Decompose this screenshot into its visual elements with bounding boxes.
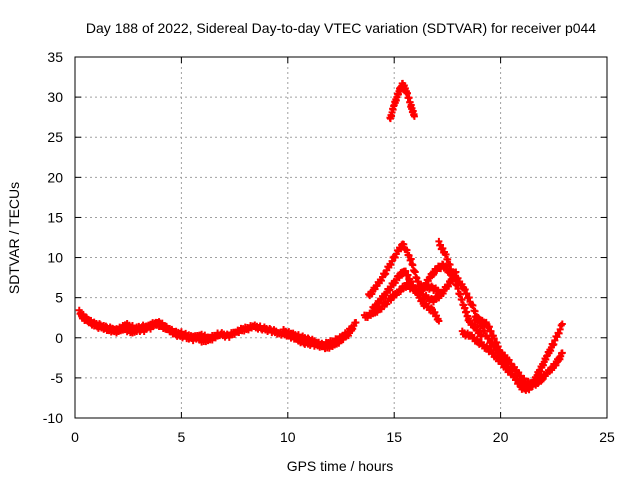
x-tick-label: 25: [599, 429, 615, 445]
x-tick-label: 5: [178, 429, 186, 445]
data-layer: [75, 79, 566, 394]
x-axis-label: GPS time / hours: [287, 458, 394, 474]
data-point: [557, 321, 565, 329]
chart-title: Day 188 of 2022, Sidereal Day-to-day VTE…: [86, 20, 596, 36]
data-point: [214, 332, 222, 340]
data-point: [558, 349, 566, 357]
data-point: [382, 270, 390, 278]
data-point: [377, 277, 385, 285]
plot-frame: [74, 56, 608, 419]
data-point: [558, 320, 566, 328]
data-point: [473, 335, 481, 343]
data-point: [555, 329, 563, 337]
y-tick-label: 5: [55, 290, 63, 306]
data-point: [403, 246, 411, 254]
y-tick-label: 20: [47, 169, 63, 185]
x-tick-label: 15: [386, 429, 402, 445]
data-point: [553, 333, 561, 341]
x-tick-label: 0: [71, 429, 79, 445]
data-point: [551, 336, 559, 344]
data-point: [405, 251, 413, 259]
series-arc-late-day-1: [280, 326, 356, 353]
y-axis-label: SDTVAR / TECUs: [6, 182, 22, 294]
data-point: [477, 332, 485, 340]
data-point: [400, 240, 408, 248]
data-point: [435, 317, 443, 325]
data-point: [505, 356, 513, 364]
data-point: [421, 283, 429, 291]
y-tick-label: -5: [51, 370, 64, 386]
series-arc-peak-a: [365, 240, 460, 306]
data-point: [444, 282, 452, 290]
series-arc-peak-c: [360, 279, 445, 322]
series-arc-top: [386, 79, 418, 123]
y-tick-label: 35: [47, 49, 63, 65]
data-point: [520, 374, 528, 382]
y-tick-label: 0: [55, 330, 63, 346]
series-arc-main-low-b: [77, 311, 222, 345]
data-point: [424, 277, 432, 285]
series-arc-evening-b: [471, 313, 547, 390]
data-point: [510, 363, 518, 371]
y-tick-label: -10: [43, 410, 63, 426]
y-tick-label: 30: [47, 89, 63, 105]
x-tick-label: 20: [493, 429, 509, 445]
y-tick-label: 25: [47, 129, 63, 145]
data-point: [410, 112, 418, 120]
data-point: [469, 301, 477, 309]
data-point: [556, 325, 564, 333]
data-point: [352, 318, 360, 326]
y-tick-label: 10: [47, 250, 63, 266]
x-tick-label: 10: [280, 429, 296, 445]
y-tick-label: 15: [47, 209, 63, 225]
data-point: [539, 375, 547, 383]
data-point: [387, 261, 395, 269]
data-point: [437, 290, 445, 298]
data-point: [348, 326, 356, 334]
series-arc-peak-e: [435, 237, 485, 340]
data-point: [550, 340, 558, 348]
data-point: [388, 257, 396, 265]
axis-ticks: 0 5 10 15 20 25 -10 -5 0 5 10 15 20 25 30 35: [43, 49, 615, 445]
data-point: [391, 254, 399, 262]
